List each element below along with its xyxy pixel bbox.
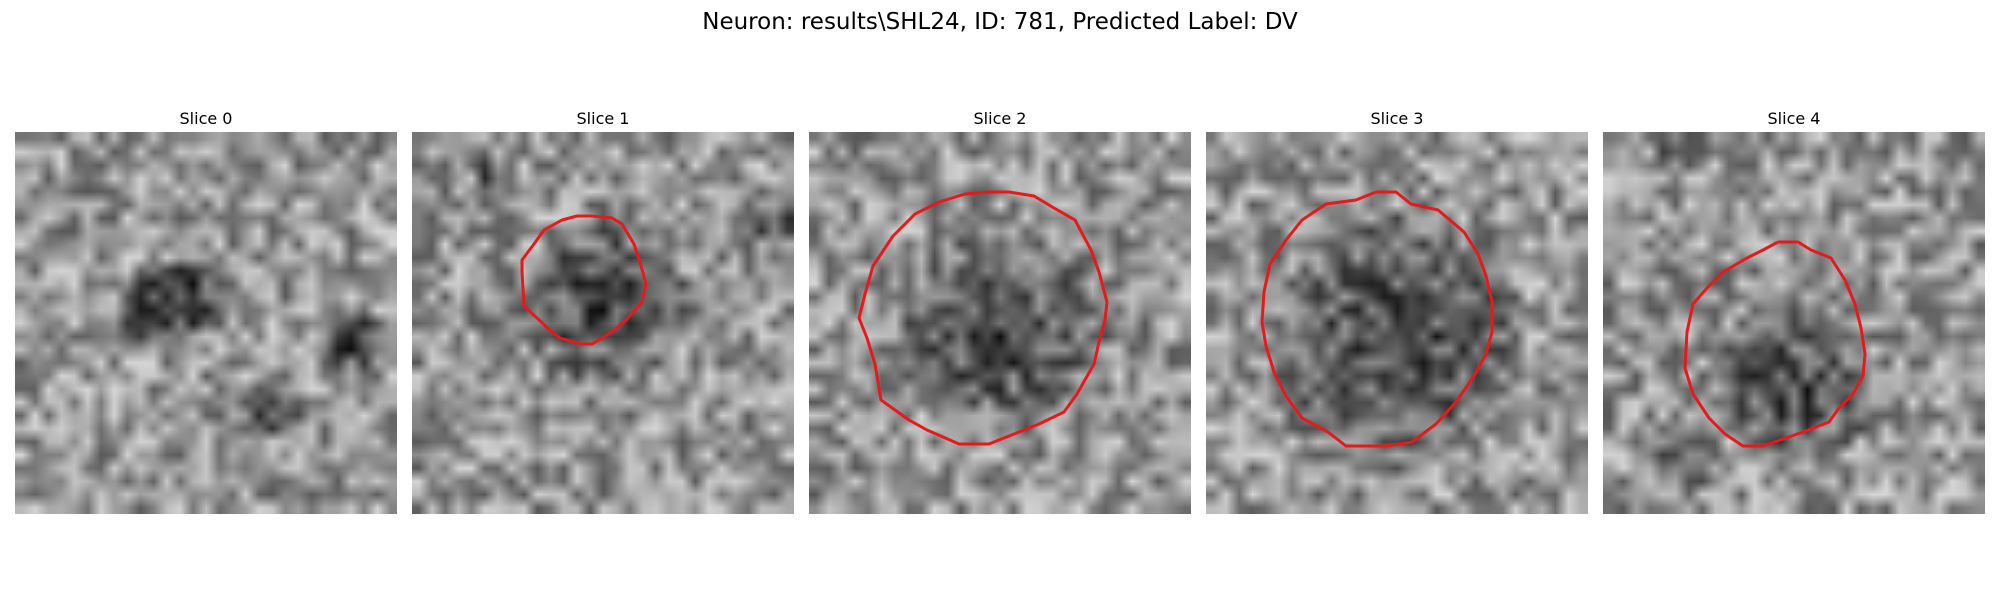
figure-title: Neuron: results\SHL24, ID: 781, Predicte… bbox=[0, 6, 2000, 38]
slice-panel-3: Slice 3 bbox=[1206, 108, 1588, 514]
slice-title: Slice 3 bbox=[1206, 108, 1588, 130]
slice-image bbox=[15, 132, 397, 514]
roi-contour bbox=[859, 192, 1107, 444]
slice-panel-2: Slice 2 bbox=[809, 108, 1191, 514]
roi-contour-overlay bbox=[809, 132, 1191, 514]
roi-contour-overlay bbox=[1206, 132, 1588, 514]
slice-panel-4: Slice 4 bbox=[1603, 108, 1985, 514]
roi-contour bbox=[1685, 242, 1865, 446]
slice-title: Slice 4 bbox=[1603, 108, 1985, 130]
slice-title: Slice 1 bbox=[412, 108, 794, 130]
roi-contour-overlay bbox=[1603, 132, 1985, 514]
roi-contour-overlay bbox=[412, 132, 794, 514]
roi-contour bbox=[522, 216, 646, 344]
slice-panel-0: Slice 0 bbox=[15, 108, 397, 514]
slice-title: Slice 2 bbox=[809, 108, 1191, 130]
slice-panel-1: Slice 1 bbox=[412, 108, 794, 514]
slice-title: Slice 0 bbox=[15, 108, 397, 130]
roi-contour bbox=[1262, 192, 1492, 446]
